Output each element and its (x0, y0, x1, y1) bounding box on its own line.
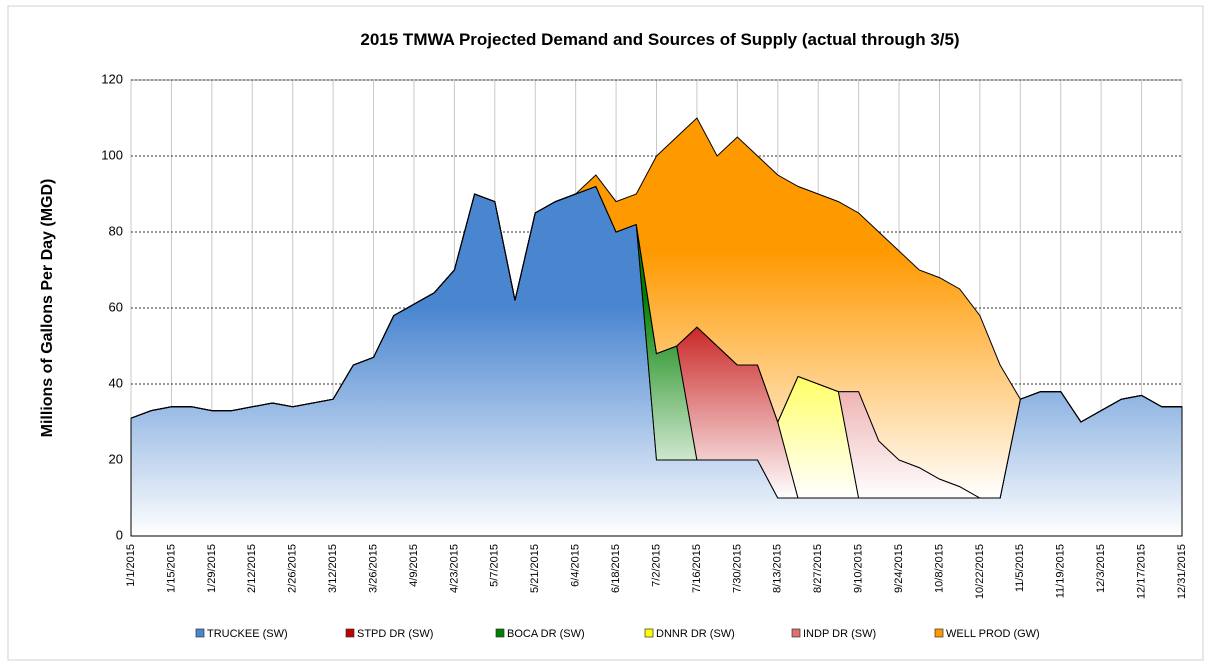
y-tick-label: 20 (109, 451, 123, 466)
x-tick-label: 5/7/2015 (489, 544, 501, 587)
legend-swatch (345, 628, 355, 638)
x-tick-label: 7/30/2015 (731, 544, 743, 593)
x-tick-label: 1/1/2015 (125, 544, 137, 587)
x-tick-label: 7/2/2015 (650, 544, 662, 587)
x-tick-label: 1/15/2015 (165, 544, 177, 593)
legend-label: BOCA DR (SW) (507, 628, 585, 640)
x-tick-label: 4/9/2015 (408, 544, 420, 587)
x-tick-label: 8/27/2015 (812, 544, 824, 593)
area-5 (130, 117, 1182, 499)
x-tick-label: 12/3/2015 (1095, 544, 1107, 593)
x-tick-label: 5/21/2015 (529, 544, 541, 593)
x-tick-label: 10/8/2015 (933, 544, 945, 593)
x-tick-label: 9/10/2015 (853, 544, 865, 593)
x-tick-label: 6/4/2015 (570, 544, 582, 587)
legend-label: INDP DR (SW) (803, 628, 876, 640)
legend-swatch (495, 628, 505, 638)
y-tick-label: 40 (109, 375, 123, 390)
legend-swatch (791, 628, 801, 638)
legend-swatch (644, 628, 654, 638)
legend-label: TRUCKEE (SW) (207, 628, 288, 640)
y-tick-label: 120 (101, 71, 123, 86)
x-tick-label: 12/31/2015 (1176, 544, 1188, 599)
x-tick-label: 9/24/2015 (893, 544, 905, 593)
y-tick-label: 80 (109, 223, 123, 238)
x-tick-label: 4/23/2015 (448, 544, 460, 593)
chart-title: 2015 TMWA Projected Demand and Sources o… (360, 30, 959, 49)
x-tick-label: 2/12/2015 (246, 544, 258, 593)
legend-label: STPD DR (SW) (357, 628, 433, 640)
x-tick-label: 6/18/2015 (610, 544, 622, 593)
legend-label: WELL PROD (GW) (946, 628, 1040, 640)
x-tick-label: 12/17/2015 (1135, 544, 1147, 599)
y-tick-label: 60 (109, 299, 123, 314)
x-tick-label: 8/13/2015 (772, 544, 784, 593)
frame (7, 5, 1204, 661)
x-tick-label: 11/19/2015 (1055, 544, 1067, 598)
x-tick-label: 1/29/2015 (206, 544, 218, 593)
y-axis-label: Millions of Gallons Per Day (MGD) (39, 179, 56, 438)
x-tick-label: 11/5/2015 (1014, 544, 1026, 592)
y-tick-label: 100 (101, 147, 123, 162)
x-tick-label: 3/26/2015 (367, 544, 379, 593)
x-tick-label: 10/22/2015 (974, 544, 986, 599)
x-tick-label: 3/12/2015 (327, 544, 339, 593)
legend-swatch (934, 628, 944, 638)
x-tick-label: 2/26/2015 (287, 544, 299, 593)
y-tick-label: 0 (116, 527, 123, 542)
legend-swatch (195, 628, 205, 638)
x-tick-label: 7/16/2015 (691, 544, 703, 593)
legend-label: DNNR DR (SW) (656, 628, 735, 640)
